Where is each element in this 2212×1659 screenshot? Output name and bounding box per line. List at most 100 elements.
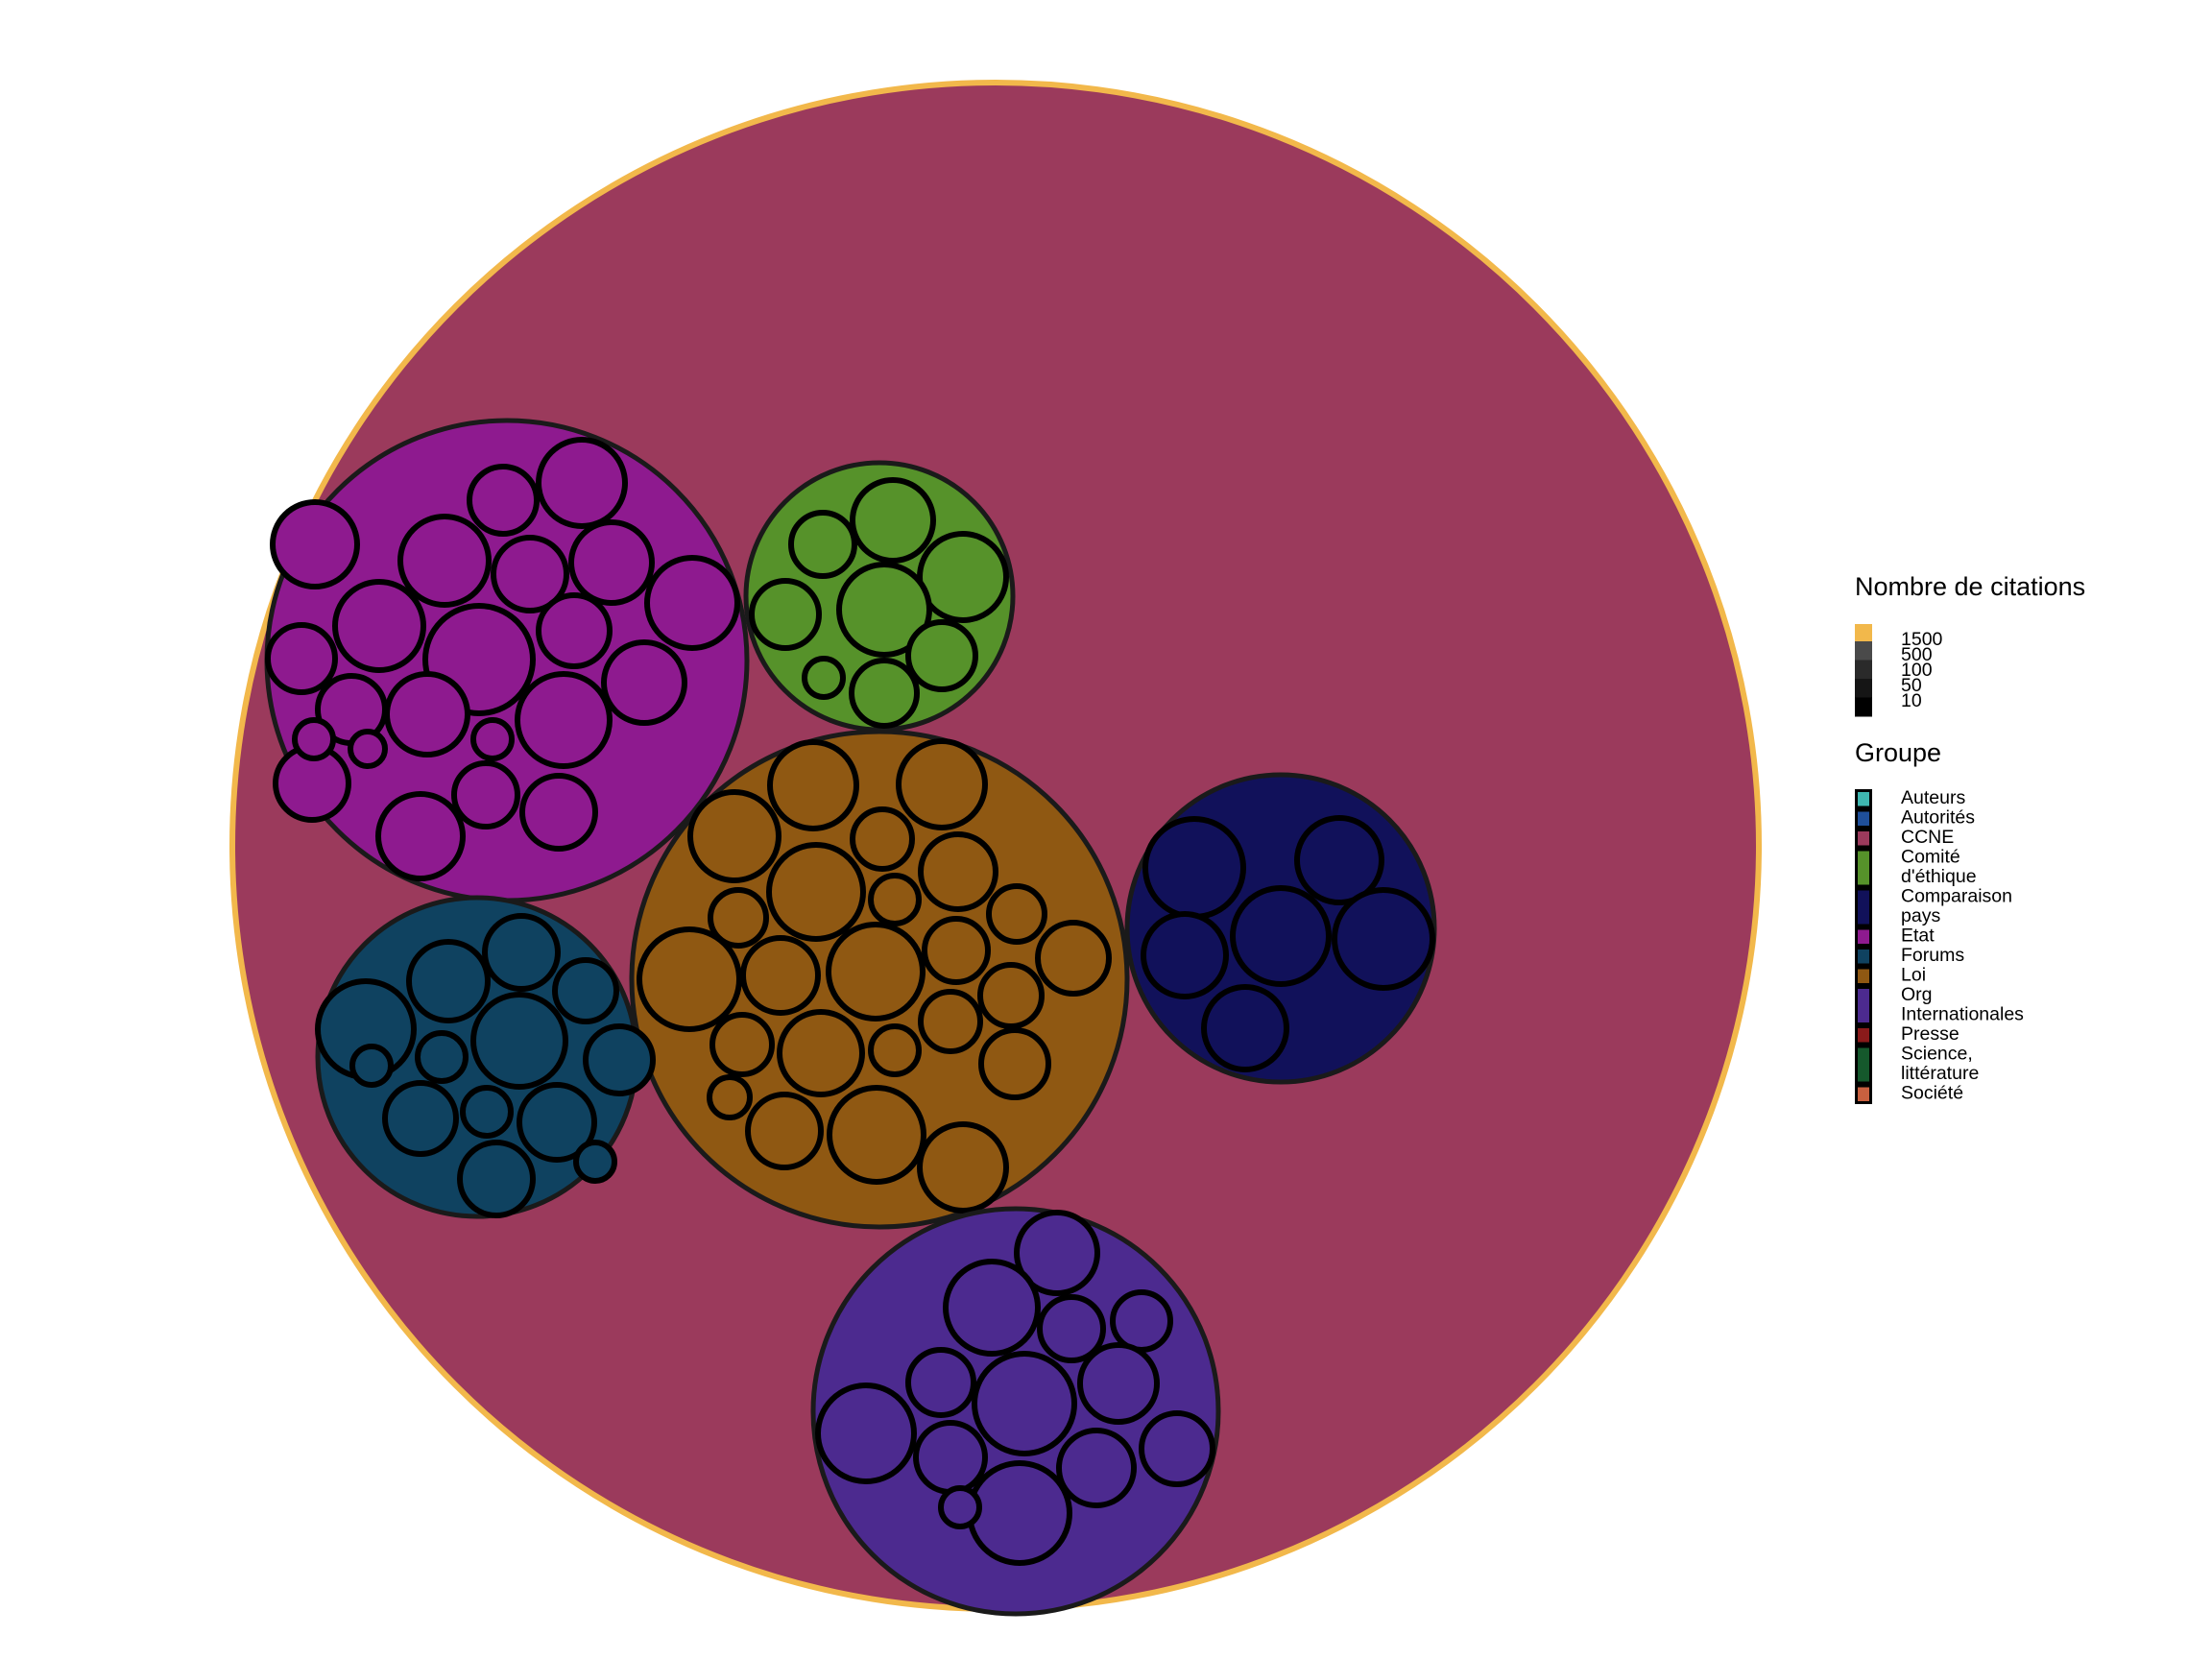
group-forums <box>315 895 656 1219</box>
bubble-child <box>745 1092 824 1170</box>
bubble-child <box>270 499 360 589</box>
legend-group-label: Etat <box>1901 926 1935 947</box>
legend-group-swatch <box>1855 926 1872 947</box>
bubble-child <box>482 913 561 992</box>
bubble-child <box>491 535 569 613</box>
bubble-child <box>265 622 338 695</box>
bubble-child <box>767 739 859 831</box>
group-comparaison-pays <box>1124 772 1437 1085</box>
bubble-child <box>457 1140 536 1218</box>
legend-group-label: Presse <box>1901 1023 1960 1045</box>
bubble-child <box>868 1023 922 1077</box>
legend-size-swatch <box>1855 679 1872 698</box>
legend-group-label: Loi <box>1901 965 1926 986</box>
legend-size-swatch <box>1855 697 1872 717</box>
bubble-child <box>917 1121 1009 1214</box>
legend-size-label: 100 <box>1901 660 1933 681</box>
bubble-child <box>850 806 915 872</box>
legend-size-label: 500 <box>1901 644 1933 665</box>
bubble-child <box>382 1080 459 1157</box>
bubble-child <box>827 1085 926 1185</box>
bubble-child <box>918 989 983 1054</box>
bubble-child <box>1139 1410 1215 1487</box>
bubble-child <box>1332 887 1435 991</box>
bubble-child <box>972 1351 1077 1456</box>
group-org-internationales <box>810 1206 1221 1617</box>
bubble-child <box>1294 815 1384 905</box>
bubble-child <box>749 578 822 651</box>
legend-title-group: Groupe <box>1855 738 1941 767</box>
legend-group-label: Comparaison pays <box>1901 886 2012 927</box>
legend-group-swatch <box>1855 986 1872 1025</box>
bubble-child <box>1201 984 1289 1072</box>
legend-title-size: Nombre de citations <box>1855 572 2085 601</box>
bubble-child <box>943 1259 1041 1357</box>
bubble-child <box>348 729 388 769</box>
bubble-child <box>397 514 492 608</box>
bubble-child <box>802 656 846 700</box>
bubble-child <box>687 789 781 883</box>
group-comite-d-ethique <box>743 460 1016 733</box>
bubble-child <box>986 883 1047 945</box>
bubble-child <box>967 1460 1072 1566</box>
bubble-child <box>406 939 491 1023</box>
bubble-child <box>849 658 920 729</box>
legend-group-swatch <box>1855 1045 1872 1085</box>
bubble-child <box>349 1044 394 1088</box>
legend-group-swatch <box>1855 947 1872 967</box>
bubble-child <box>375 791 466 881</box>
legend-group-label: Comité d'éthique <box>1901 847 1977 888</box>
legend-size-label: 50 <box>1901 675 1922 696</box>
bubble-child <box>536 592 613 669</box>
bubble-child <box>1037 1294 1106 1363</box>
bubble-child <box>938 1485 982 1529</box>
bubble-child <box>709 1012 775 1077</box>
bubble-child <box>740 935 821 1016</box>
bubble-child <box>1077 1342 1160 1425</box>
legend-group-label: Société <box>1901 1083 1963 1104</box>
bubble-child <box>292 717 336 761</box>
bubble-child <box>470 717 515 761</box>
bubble-child <box>515 671 613 769</box>
bubble-child <box>896 738 988 830</box>
bubble-child <box>918 831 998 912</box>
bubble-child <box>384 671 470 757</box>
legend-size-label: 10 <box>1901 690 1922 711</box>
legend-group-label: Auteurs <box>1901 787 1965 808</box>
bubble-child <box>601 639 687 726</box>
legend-group-swatch <box>1855 966 1872 986</box>
bubble-child <box>850 477 936 564</box>
bubble-layer <box>229 80 1762 1617</box>
bubble-child <box>1056 1428 1137 1508</box>
bubble-child <box>644 555 740 651</box>
bubble-child <box>1110 1289 1173 1353</box>
bubble-child <box>415 1030 469 1084</box>
legend-size-label: 1500 <box>1901 629 1943 650</box>
bubble-child <box>536 437 628 529</box>
bubble-child <box>707 1074 753 1120</box>
bubble-child <box>1035 920 1112 997</box>
bubble-child <box>978 1027 1051 1100</box>
bubble-child <box>777 1009 865 1097</box>
bubble-child <box>917 531 1009 623</box>
bubble-child <box>519 773 598 852</box>
legend-group-label: Forums <box>1901 945 1964 966</box>
bubble-child <box>451 760 520 830</box>
bubble-child <box>552 957 619 1024</box>
legend-group-label: CCNE <box>1901 827 1954 848</box>
legend-size-swatch <box>1855 660 1872 680</box>
group-etat <box>264 418 750 903</box>
bubble-child <box>788 510 857 579</box>
bubble-child <box>922 916 991 985</box>
bubble-child <box>905 1347 976 1418</box>
legend-group-swatch <box>1855 789 1872 809</box>
legend-group-swatch <box>1855 848 1872 888</box>
legend-group-swatch <box>1855 808 1872 829</box>
bubble-child <box>766 842 866 942</box>
bubble-child <box>517 1082 597 1163</box>
legend-group-swatch <box>1855 887 1872 927</box>
bubble-child <box>977 962 1045 1029</box>
legend-size-swatch <box>1855 624 1872 642</box>
